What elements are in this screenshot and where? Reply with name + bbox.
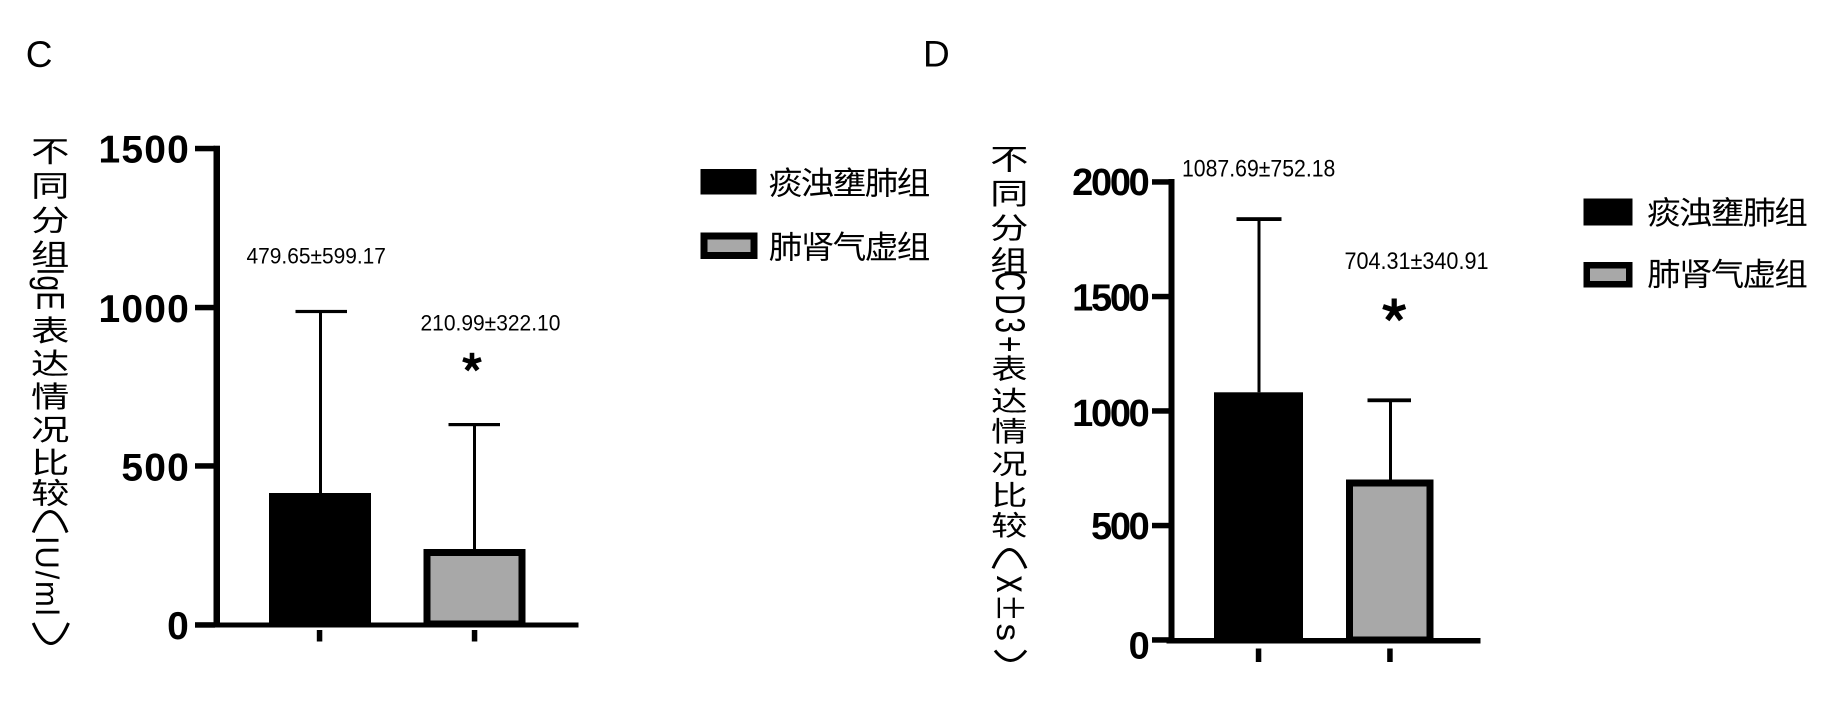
svg-text:1087.69±752.18: 1087.69±752.18 <box>1182 154 1335 182</box>
svg-text:s: s <box>989 624 1026 641</box>
svg-text:210.99±322.10: 210.99±322.10 <box>421 310 561 336</box>
svg-text:CD3+: CD3+ <box>987 271 1034 355</box>
svg-text:D: D <box>923 34 950 75</box>
svg-text:500: 500 <box>1091 506 1149 548</box>
svg-text:500: 500 <box>121 446 190 489</box>
svg-text:C: C <box>26 34 53 75</box>
svg-text:1500: 1500 <box>98 129 190 172</box>
svg-text:0: 0 <box>1129 626 1149 668</box>
svg-text:479.65±599.17: 479.65±599.17 <box>247 243 386 269</box>
svg-text:0: 0 <box>167 605 190 648</box>
svg-text:1000: 1000 <box>98 288 190 331</box>
svg-text:1500: 1500 <box>1072 278 1149 320</box>
svg-text:IgE: IgE <box>28 268 70 311</box>
svg-text:x: x <box>987 576 1040 593</box>
svg-text:2000: 2000 <box>1072 162 1149 204</box>
svg-text:704.31±340.91: 704.31±340.91 <box>1345 247 1489 274</box>
svg-text:1000: 1000 <box>1072 393 1149 435</box>
svg-text:IU/ml: IU/ml <box>29 536 66 617</box>
